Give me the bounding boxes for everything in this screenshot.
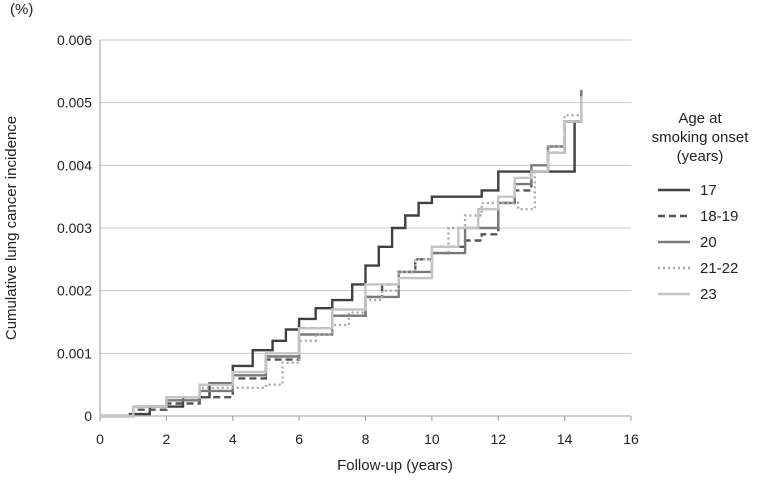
y-tick-label: 0.002: [57, 283, 92, 299]
x-tick-label: 10: [424, 431, 440, 447]
legend-label-21-22: 21-22: [700, 260, 738, 277]
x-tick-label: 8: [362, 431, 370, 447]
series-line-17: [100, 90, 583, 418]
series-lines: [100, 90, 583, 418]
legend-label-18-19: 18-19: [700, 208, 738, 225]
y-unit-label: (%): [10, 1, 33, 18]
y-tick-label: 0.001: [57, 345, 92, 361]
legend-label-23: 23: [700, 286, 717, 303]
x-axis-label: Follow-up (years): [337, 457, 453, 474]
legend-label-20: 20: [700, 234, 717, 251]
x-tick-label: 12: [490, 431, 506, 447]
x-tick-label: 4: [229, 431, 237, 447]
y-tick-label: 0.004: [57, 157, 92, 173]
series-line-23: [100, 96, 583, 418]
x-tick-label: 2: [162, 431, 170, 447]
series-line-18-19: [100, 96, 583, 418]
x-tick-label: 14: [557, 431, 573, 447]
x-tick-label: 6: [295, 431, 303, 447]
y-tick-label: 0: [84, 408, 92, 424]
y-tick-label: 0.006: [57, 32, 92, 48]
legend-title-line-3: (years): [677, 148, 724, 165]
axes: [99, 40, 632, 421]
grid-lines: [100, 39, 631, 354]
y-tick-label: 0.005: [57, 95, 92, 111]
y-axis-label: Cumulative lung cancer incidence: [3, 116, 20, 340]
series-line-21-22: [100, 96, 583, 418]
tick-labels: 0 0.001 0.002 0.003 0.004 0.005 0.006 0 2 4 6 8 10 12…: [57, 32, 639, 447]
legend-label-17: 17: [700, 182, 717, 199]
y-tick-label: 0.003: [57, 220, 92, 236]
legend: Age at smoking onset (years) 17 18-19 20 21…: [652, 110, 750, 303]
x-tick-label: 0: [96, 431, 104, 447]
legend-title-line-1: Age at: [678, 110, 722, 127]
x-tick-label: 16: [623, 431, 639, 447]
legend-title-line-2: smoking onset: [652, 129, 750, 146]
series-line-20: [100, 90, 583, 418]
